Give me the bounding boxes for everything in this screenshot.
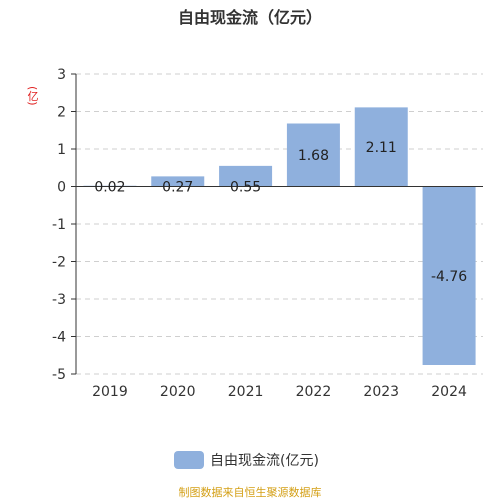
y-tick-label: -3 xyxy=(52,292,66,308)
y-tick-label: -4 xyxy=(52,330,66,346)
chart-title: 自由现金流（亿元） xyxy=(177,8,322,27)
x-tick-label: 2024 xyxy=(431,384,467,400)
data-label: 1.68 xyxy=(298,148,329,164)
y-tick-label: 1 xyxy=(57,142,66,158)
y-tick-label: -2 xyxy=(52,255,66,271)
legend[interactable]: 自由现金流(亿元) xyxy=(174,449,319,471)
x-tick-label: 2023 xyxy=(363,384,399,400)
x-tick-label: 2021 xyxy=(228,384,264,400)
x-tick-label: 2019 xyxy=(92,384,128,400)
data-label: -4.76 xyxy=(431,269,467,285)
bar xyxy=(354,107,408,187)
data-label: 0.27 xyxy=(162,180,193,196)
y-tick-label: -1 xyxy=(52,217,66,233)
y-tick-label: 3 xyxy=(57,67,66,83)
y-tick-label: 0 xyxy=(57,180,66,196)
bar xyxy=(219,165,273,187)
bar xyxy=(422,186,476,365)
x-tick-label: 2020 xyxy=(160,384,196,400)
y-axis-unit-label: (亿) xyxy=(26,86,39,106)
y-tick-label: 2 xyxy=(57,105,66,121)
data-label: 2.11 xyxy=(366,140,397,156)
legend-swatch xyxy=(174,451,204,469)
y-tick-label: -5 xyxy=(52,367,66,383)
data-label: 0.55 xyxy=(230,180,261,196)
bar xyxy=(151,176,205,187)
bar xyxy=(286,123,340,187)
data-label: 0.02 xyxy=(94,180,125,196)
legend-label: 自由现金流(亿元) xyxy=(210,453,319,469)
x-tick-label: 2022 xyxy=(296,384,332,400)
source-note: 制图数据来自恒生聚源数据库 xyxy=(178,486,322,499)
